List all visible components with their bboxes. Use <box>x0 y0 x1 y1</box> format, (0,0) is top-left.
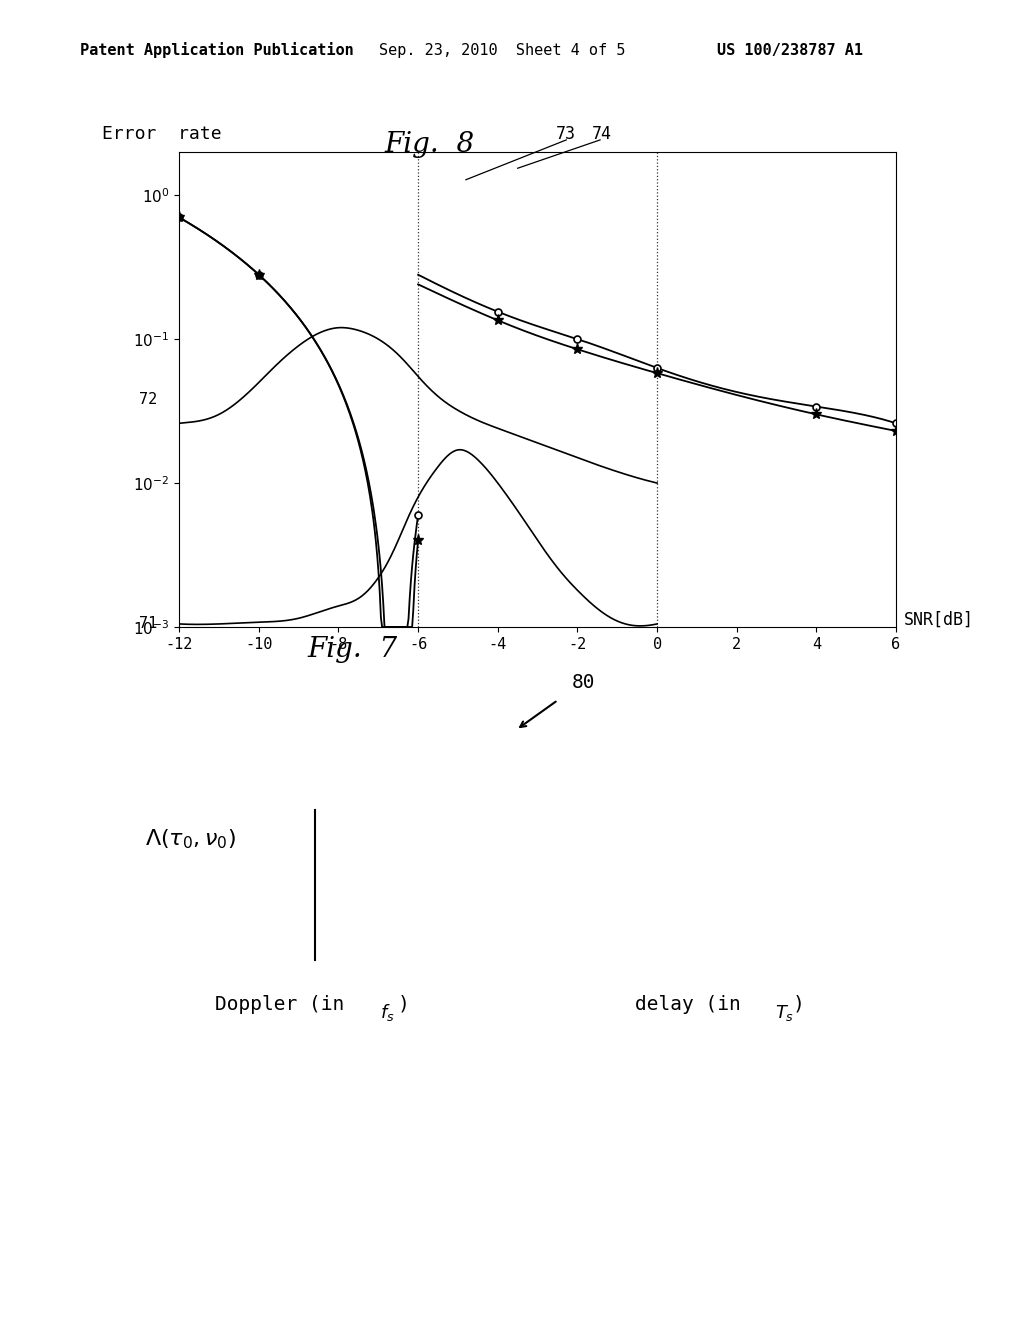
Text: Fig.  7: Fig. 7 <box>307 636 397 664</box>
Text: SNR[dB]: SNR[dB] <box>904 610 974 628</box>
Text: ): ) <box>793 995 805 1014</box>
Text: delay (in: delay (in <box>635 995 753 1014</box>
Text: 72: 72 <box>139 392 158 407</box>
Text: ): ) <box>398 995 410 1014</box>
Text: 73: 73 <box>556 124 577 143</box>
Text: 80: 80 <box>572 673 596 692</box>
Text: Error  rate: Error rate <box>102 124 222 143</box>
Text: $T_s$: $T_s$ <box>775 1003 795 1023</box>
Text: Doppler (in: Doppler (in <box>215 995 356 1014</box>
Text: 71: 71 <box>139 616 158 631</box>
Text: Patent Application Publication: Patent Application Publication <box>80 42 353 58</box>
Text: Fig.  8: Fig. 8 <box>384 131 474 158</box>
Text: US 100/238787 A1: US 100/238787 A1 <box>717 44 863 58</box>
Text: $\Lambda(\tau_0,\nu_0)$: $\Lambda(\tau_0,\nu_0)$ <box>145 828 236 850</box>
Text: Sep. 23, 2010  Sheet 4 of 5: Sep. 23, 2010 Sheet 4 of 5 <box>379 44 626 58</box>
Text: 74: 74 <box>592 124 612 143</box>
Text: $f_s$: $f_s$ <box>380 1002 394 1023</box>
